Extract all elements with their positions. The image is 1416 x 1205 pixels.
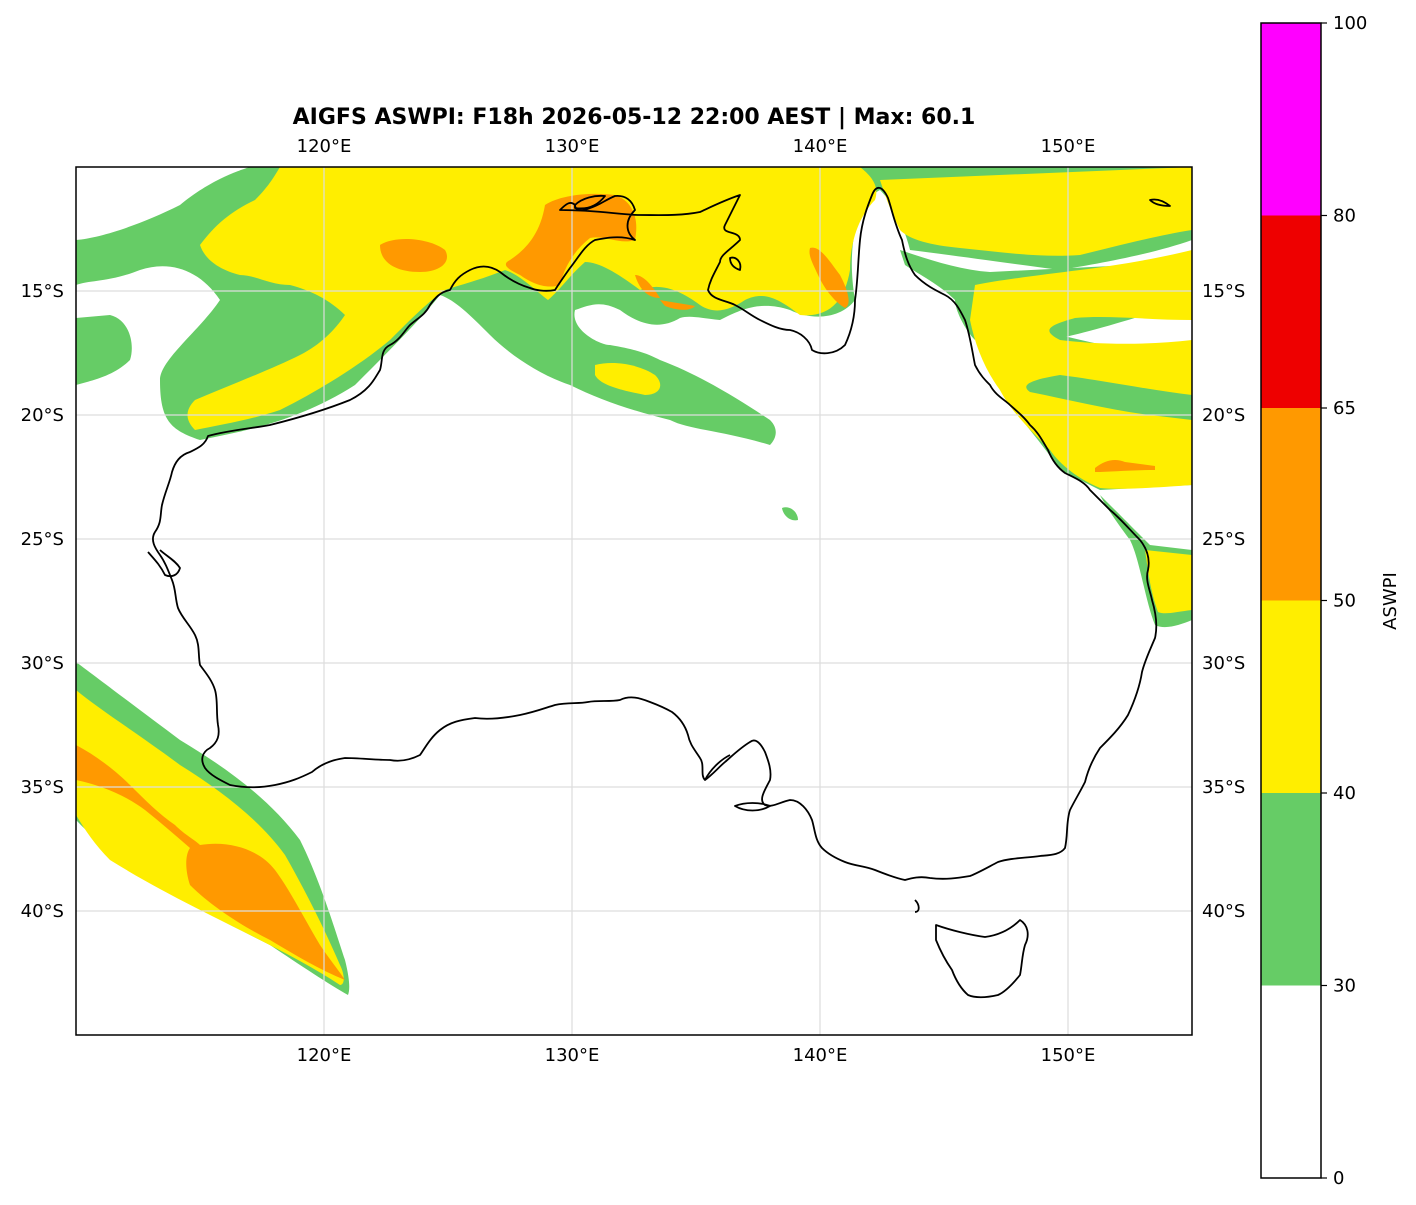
colorbar-tick-label: 40 (1333, 783, 1356, 804)
colorbar-segment (1261, 793, 1321, 986)
lon-tick-label: 120°E (297, 136, 352, 157)
colorbar-tick-label: 65 (1333, 398, 1356, 419)
lat-tick-label: 25°S (21, 529, 64, 550)
colorbar-tick-label: 100 (1333, 13, 1367, 34)
lon-tick-label: 130°E (545, 1045, 600, 1066)
lat-ticks-right: 15°S 20°S 25°S 30°S 35°S 40°S (1202, 281, 1245, 922)
lat-tick-label: 15°S (21, 281, 64, 302)
colorbar-tick-label: 30 (1333, 976, 1356, 997)
colorbar-segment (1261, 985, 1321, 1178)
contour-level-50-65 (76, 193, 1155, 980)
lat-tick-label: 40°S (1202, 901, 1245, 922)
colorbar-tick-label: 50 (1333, 591, 1356, 612)
colorbar-segment (1261, 23, 1321, 216)
map-frame (75, 166, 1193, 1036)
lon-tick-label: 150°E (1041, 1045, 1096, 1066)
lon-tick-label: 130°E (545, 136, 600, 157)
lat-tick-label: 25°S (1202, 529, 1245, 550)
lon-tick-label: 140°E (793, 1045, 848, 1066)
colorbar-label: ASWPI (1380, 572, 1401, 630)
colorbar-segment (1261, 215, 1321, 408)
colorbar: 0 30 40 50 65 80 100 ASWPI (1260, 13, 1401, 1189)
coastline-australia (147, 186, 1171, 999)
lat-tick-label: 40°S (21, 901, 64, 922)
lat-tick-label: 15°S (1202, 281, 1245, 302)
contour-level-40-50 (76, 167, 1192, 985)
colorbar-segment (1261, 600, 1321, 793)
colorbar-tick-label: 0 (1333, 1168, 1344, 1189)
lon-tick-label: 150°E (1041, 136, 1096, 157)
lat-tick-label: 35°S (21, 777, 64, 798)
lon-ticks-top: 120°E 130°E 140°E 150°E (297, 136, 1096, 157)
aswpi-contours (76, 167, 1192, 995)
lon-tick-label: 120°E (297, 1045, 352, 1066)
lat-tick-label: 20°S (21, 405, 64, 426)
colorbar-tick-label: 80 (1333, 206, 1356, 227)
lat-tick-label: 20°S (1202, 405, 1245, 426)
lat-tick-label: 30°S (21, 653, 64, 674)
lon-tick-label: 140°E (793, 136, 848, 157)
gridlines (76, 167, 1192, 1035)
lat-ticks-left: 15°S 20°S 25°S 30°S 35°S 40°S (21, 281, 64, 922)
lon-ticks-bottom: 120°E 130°E 140°E 150°E (297, 1045, 1096, 1066)
map-title: AIGFS ASWPI: F18h 2026-05-12 22:00 AEST … (293, 105, 976, 130)
colorbar-segment (1261, 408, 1321, 601)
lat-tick-label: 35°S (1202, 777, 1245, 798)
lat-tick-label: 30°S (1202, 653, 1245, 674)
